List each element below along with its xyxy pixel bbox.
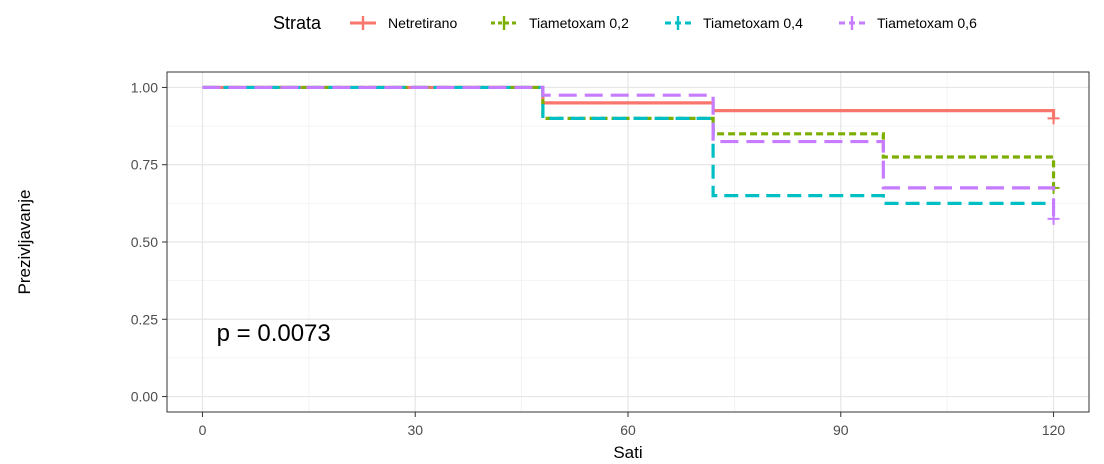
x-tick-label: 0 — [199, 422, 207, 438]
x-tick-label: 120 — [1042, 422, 1066, 438]
legend-entry: Tiametoxam 0,2 — [491, 15, 629, 31]
censor-mark — [1047, 212, 1060, 225]
series-line-tiametoxam-0-2 — [202, 85, 1056, 188]
legend-label: Tiametoxam 0,6 — [877, 15, 977, 31]
legend-entry: Tiametoxam 0,4 — [665, 15, 803, 31]
y-tick-label: 0.75 — [131, 157, 158, 173]
legend-entry: Netretirano — [350, 15, 457, 31]
y-tick-label: 0.00 — [131, 389, 158, 405]
y-axis: 0.00 0.25 0.50 0.75 1.00 — [131, 79, 167, 405]
legend: Strata Netretirano Tiametoxam 0,2 Tiametox… — [273, 13, 977, 33]
series-line-tiametoxam-0-6 — [202, 85, 1056, 219]
series-layer — [202, 85, 1060, 225]
legend-entry: Tiametoxam 0,6 — [839, 15, 977, 31]
legend-label: Tiametoxam 0,4 — [703, 15, 803, 31]
legend-label: Netretirano — [388, 15, 457, 31]
x-axis-label: Sati — [613, 443, 642, 462]
y-tick-label: 0.25 — [131, 311, 158, 327]
censor-mark — [1047, 112, 1060, 125]
p-value-annotation: p = 0.0073 — [217, 320, 331, 347]
legend-title: Strata — [273, 13, 322, 33]
y-tick-label: 0.50 — [131, 234, 158, 250]
y-tick-label: 1.00 — [131, 79, 158, 95]
x-tick-label: 90 — [833, 422, 849, 438]
y-axis-label: Prezivljavanje — [15, 190, 34, 295]
legend-label: Tiametoxam 0,2 — [529, 15, 629, 31]
x-tick-label: 30 — [407, 422, 423, 438]
x-axis: 0 30 60 90 120 — [199, 412, 1066, 438]
x-tick-label: 60 — [620, 422, 636, 438]
